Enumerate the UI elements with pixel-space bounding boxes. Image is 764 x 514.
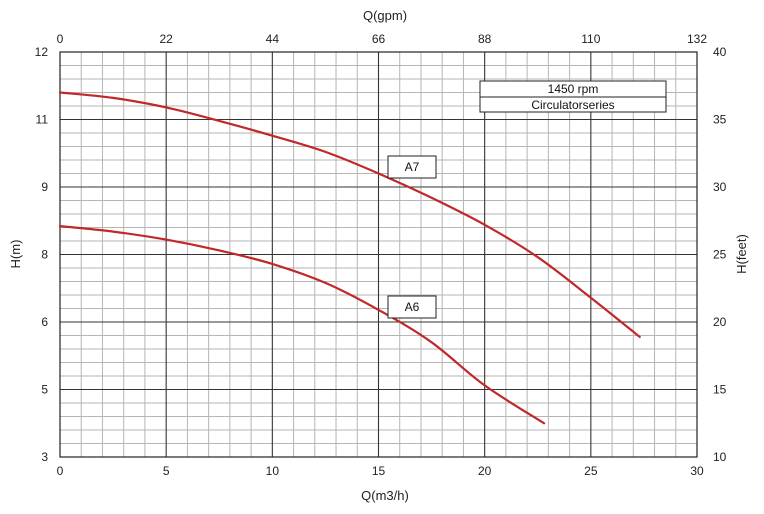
right-axis-tick-label: 35 — [713, 113, 727, 127]
bottom-axis-title: Q(m3/h) — [361, 488, 409, 503]
left-axis-tick-label: 11 — [36, 113, 49, 127]
right-axis-tick-label: 40 — [713, 45, 727, 59]
bottom-axis-tick-label: 20 — [478, 464, 492, 478]
curve-label-a6: A6 — [387, 295, 437, 319]
plot-frame — [59, 51, 698, 458]
left-axis-tick-label: 8 — [41, 248, 48, 262]
top-axis-tick-label: 66 — [372, 32, 386, 46]
bottom-axis-tick-label: 5 — [163, 464, 170, 478]
left-axis-tick-label: 9 — [41, 180, 48, 194]
right-axis-tick-label: 25 — [713, 248, 727, 262]
right-axis-tick-label: 10 — [713, 450, 727, 464]
curve-label-a6-frame — [387, 295, 437, 319]
major-gridlines — [60, 52, 697, 457]
legend-series-name: Circulatorseries — [531, 98, 614, 112]
series-line-a7 — [58, 91, 641, 338]
bottom-axis-tick-label: 0 — [57, 464, 64, 478]
right-axis-tick-label: 20 — [713, 315, 727, 329]
top-axis-tick-label: 0 — [57, 32, 64, 46]
right-axis-title: H(feet) — [734, 234, 749, 274]
left-axis-tick-label: 6 — [41, 315, 48, 329]
right-axis-tick-label: 15 — [713, 383, 727, 397]
top-axis-tick-label: 110 — [581, 32, 600, 46]
right-axis-ticks: 10 15 20 25 30 35 40 — [713, 45, 727, 464]
series-line-a6 — [58, 225, 546, 425]
top-axis-tick-label: 132 — [687, 32, 707, 46]
curve-label-a6-text: A6 — [405, 300, 420, 314]
curve-label-a7-frame — [387, 155, 437, 179]
bottom-axis-tick-label: 15 — [372, 464, 386, 478]
left-axis-tick-label: 5 — [41, 383, 48, 397]
legend-rpm: 1450 rpm — [548, 82, 599, 96]
legend-box: 1450 rpm Circulatorseries — [479, 80, 667, 113]
left-axis-ticks: 3 5 6 8 9 11 12 — [35, 45, 49, 464]
top-axis-tick-label: 44 — [266, 32, 280, 46]
bottom-axis-tick-label: 30 — [690, 464, 704, 478]
top-axis-tick-label: 88 — [478, 32, 492, 46]
left-axis-title: H(m) — [8, 240, 23, 269]
left-axis-tick-label: 12 — [35, 45, 49, 59]
top-axis-ticks: 0 22 44 66 88 110 132 — [57, 32, 708, 46]
right-axis-tick-label: 30 — [713, 180, 727, 194]
top-axis-title: Q(gpm) — [363, 8, 407, 23]
curve-label-a7: A7 — [387, 155, 437, 179]
left-axis-tick-label: 3 — [41, 450, 48, 464]
bottom-axis-ticks: 0 5 10 15 20 25 30 — [57, 464, 704, 478]
curve-label-a7-text: A7 — [405, 160, 420, 174]
series-lines — [58, 91, 641, 425]
bottom-axis-tick-label: 10 — [266, 464, 280, 478]
bottom-axis-tick-label: 25 — [584, 464, 598, 478]
top-axis-tick-label: 22 — [159, 32, 173, 46]
